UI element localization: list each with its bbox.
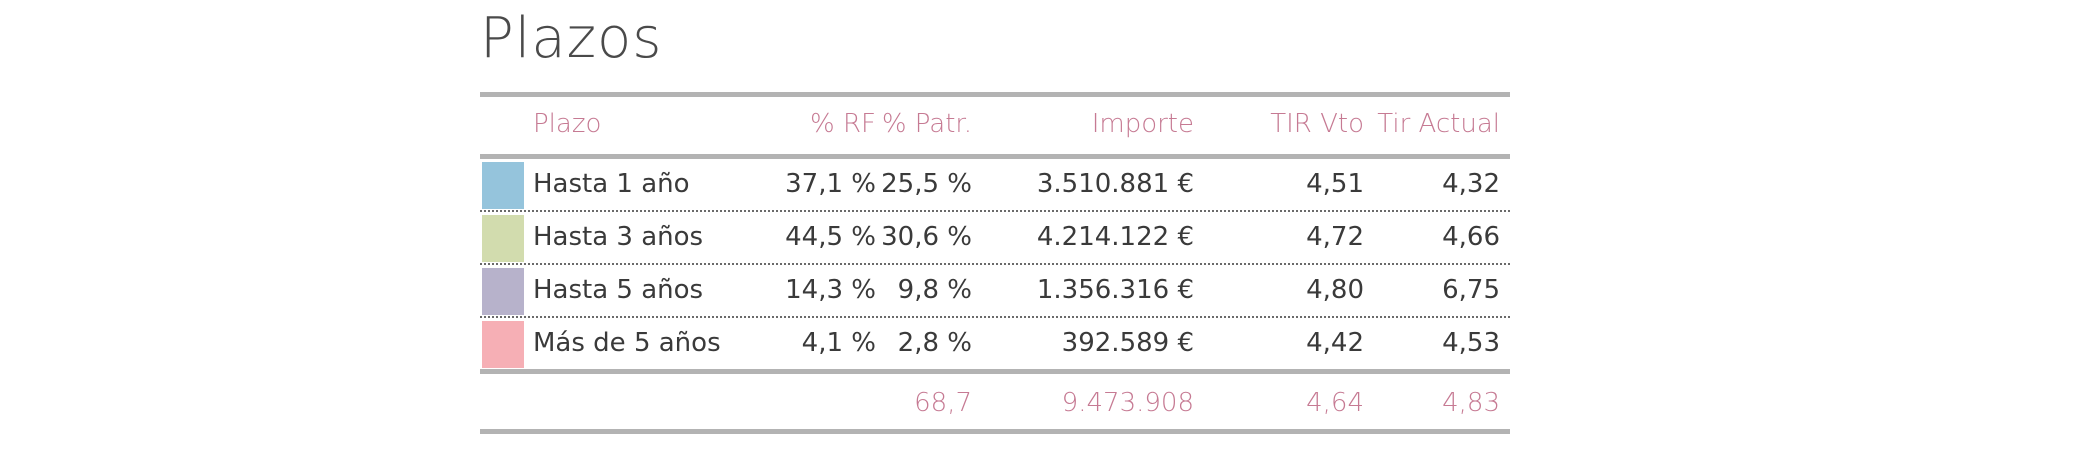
header-plazo: Plazo xyxy=(533,109,602,139)
total-importe: 9.473.908 xyxy=(1061,388,1194,418)
top-rule xyxy=(480,92,1510,97)
header-rf: % RF xyxy=(810,109,876,139)
cell-rf: 4,1 % xyxy=(801,328,876,358)
cell-patr: 9,8 % xyxy=(897,275,972,305)
header-importe: Importe xyxy=(1091,109,1194,139)
cell-tir-actual: 4,66 xyxy=(1442,222,1500,252)
cell-importe: 3.510.881 € xyxy=(1036,169,1194,199)
cell-plazo: Hasta 1 año xyxy=(533,169,690,199)
plazos-table: Plazo % RF % Patr. Importe TIR Vto Tir A… xyxy=(480,92,1510,434)
table-row: Hasta 3 años 44,5 % 30,6 % 4.214.122 € 4… xyxy=(480,212,1510,265)
page-title: Plazos xyxy=(480,6,663,71)
cell-rf: 14,3 % xyxy=(785,275,876,305)
totals-rule xyxy=(480,369,1510,374)
cell-tir-vto: 4,51 xyxy=(1306,169,1364,199)
cell-plazo: Más de 5 años xyxy=(533,328,721,358)
color-swatch xyxy=(482,321,524,368)
table-row: Hasta 1 año 37,1 % 25,5 % 3.510.881 € 4,… xyxy=(480,159,1510,212)
cell-patr: 25,5 % xyxy=(881,169,972,199)
table-row: Hasta 5 años 14,3 % 9,8 % 1.356.316 € 4,… xyxy=(480,265,1510,318)
header-tir-vto: TIR Vto xyxy=(1270,109,1364,139)
cell-importe: 4.214.122 € xyxy=(1036,222,1194,252)
header-patr: % Patr. xyxy=(881,109,972,139)
cell-tir-vto: 4,42 xyxy=(1306,328,1364,358)
cell-plazo: Hasta 5 años xyxy=(533,275,704,305)
header-rule xyxy=(480,154,1510,159)
table-row: Más de 5 años 4,1 % 2,8 % 392.589 € 4,42… xyxy=(480,318,1510,369)
total-tir-actual: 4,83 xyxy=(1442,388,1500,418)
total-tir-vto: 4,64 xyxy=(1306,388,1364,418)
cell-tir-actual: 6,75 xyxy=(1442,275,1500,305)
cell-patr: 30,6 % xyxy=(881,222,972,252)
header-tir-actual: Tir Actual xyxy=(1377,109,1500,139)
table-header: Plazo % RF % Patr. Importe TIR Vto Tir A… xyxy=(480,97,1510,154)
bottom-rule xyxy=(480,429,1510,434)
color-swatch xyxy=(482,162,524,209)
cell-rf: 37,1 % xyxy=(785,169,876,199)
totals-row: 68,7 9.473.908 4,64 4,83 xyxy=(480,374,1510,429)
total-patr: 68,7 xyxy=(914,388,972,418)
cell-importe: 1.356.316 € xyxy=(1036,275,1194,305)
cell-tir-actual: 4,53 xyxy=(1442,328,1500,358)
cell-tir-vto: 4,80 xyxy=(1306,275,1364,305)
cell-patr: 2,8 % xyxy=(897,328,972,358)
color-swatch xyxy=(482,215,524,262)
cell-plazo: Hasta 3 años xyxy=(533,222,704,252)
cell-tir-actual: 4,32 xyxy=(1442,169,1500,199)
color-swatch xyxy=(482,268,524,315)
cell-rf: 44,5 % xyxy=(785,222,876,252)
cell-importe: 392.589 € xyxy=(1061,328,1194,358)
cell-tir-vto: 4,72 xyxy=(1306,222,1364,252)
